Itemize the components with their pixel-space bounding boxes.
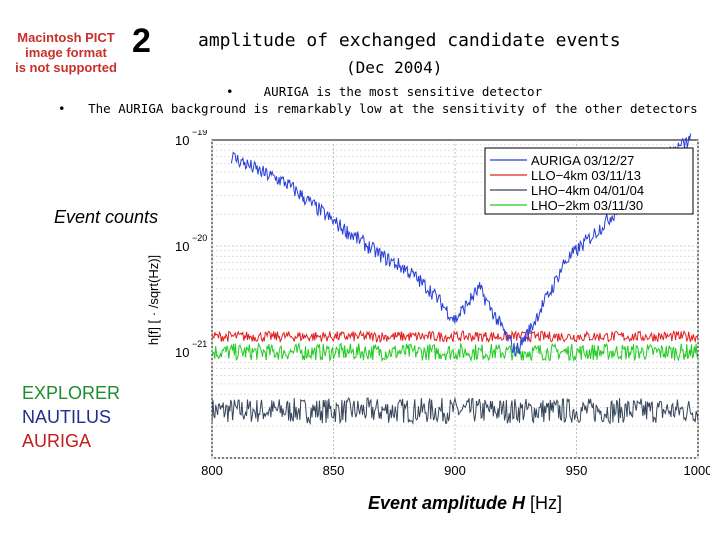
slide-subtitle: (Dec 2004) (346, 58, 443, 77)
legend-entry: LLO−4km 03/11/13 (531, 168, 641, 183)
detector-label-nautilus: NAUTILUS (22, 407, 112, 428)
y-tick-base: 10 (175, 345, 189, 360)
y-tick-exponent: −19 (192, 130, 207, 137)
x-tick-labels: 800 850 900 950 1000 (201, 463, 710, 478)
legend-entry: AURIGA 03/12/27 (531, 153, 634, 168)
slide-title: amplitude of exchanged candidate events (198, 30, 621, 51)
x-tick-label: 1000 (684, 463, 710, 478)
slide-number: 2 (132, 22, 151, 60)
y-axis-label: h[f] [ · /sqrt(Hz)] (146, 255, 161, 345)
legend-entry: LHO−4km 04/01/04 (531, 183, 644, 198)
detector-label-auriga: AURIGA (22, 431, 92, 452)
y-tick-base: 10 (175, 133, 189, 148)
placeholder-line-3: is not supported (15, 60, 117, 75)
legend-entry: LHO−2km 03/11/30 (531, 198, 643, 213)
series-layer (211, 133, 699, 426)
x-axis-title-unit: [Hz] (530, 493, 563, 513)
placeholder-line-1: Macintosh PICT (17, 30, 115, 45)
y-tick-base: 10 (175, 239, 189, 254)
event-counts-label: Event counts (50, 206, 163, 229)
bullet-dot: • (58, 101, 89, 116)
unsupported-image-placeholder: Macintosh PICT image format is not suppo… (0, 30, 132, 78)
x-axis-title-variable: Event amplitude H (368, 493, 526, 513)
x-tick-label: 900 (444, 463, 466, 478)
bullet-item-1: • AURIGA is the most sensitive detector (226, 84, 542, 99)
detector-label-explorer: EXPLORER (22, 383, 121, 404)
y-tick-exponent: −21 (192, 339, 207, 349)
y-tick-exponent: −20 (192, 233, 207, 243)
bullet-item-2: • The AURIGA background is remarkably lo… (58, 101, 698, 116)
series-line (211, 396, 699, 426)
series-line (211, 341, 699, 363)
bullet-text: The AURIGA background is remarkably low … (88, 101, 698, 116)
legend-box (484, 147, 694, 215)
bullet-text: AURIGA is the most sensitive detector (263, 84, 543, 99)
x-tick-label: 800 (201, 463, 223, 478)
x-axis-title: Event amplitude H [Hz] (368, 493, 563, 514)
x-tick-label: 850 (323, 463, 345, 478)
series-line (230, 133, 692, 357)
series-line (211, 329, 699, 344)
bullet-dot: • (226, 84, 264, 99)
x-tick-label: 950 (566, 463, 588, 478)
placeholder-line-2: image format (25, 45, 107, 60)
